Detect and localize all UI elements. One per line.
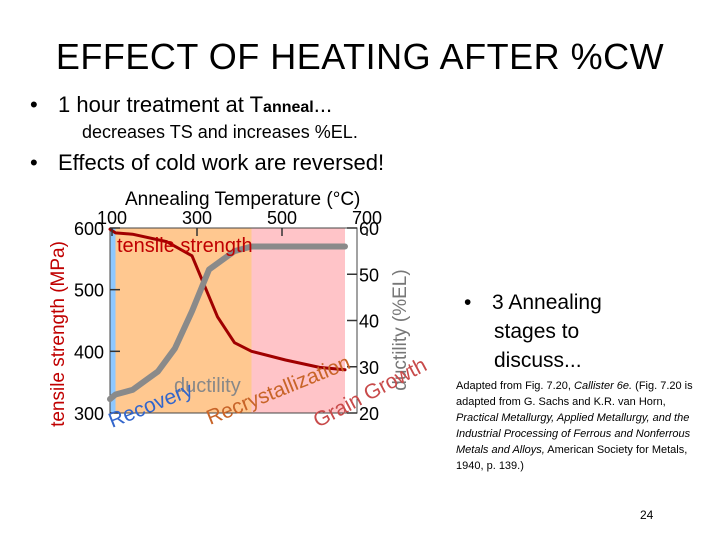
bullet-annealing-stages: • 3 Annealing stages to discuss... [464, 288, 602, 375]
bullet-dot: • [464, 291, 472, 314]
slide-title: EFFECT OF HEATING AFTER %CW [55, 36, 665, 77]
bullet3-line1: 3 Annealing [492, 291, 602, 314]
bullet1-continuation: decreases TS and increases %EL. [82, 122, 358, 142]
left-axis-label: tensile strength (MPa) [48, 241, 69, 427]
bullet2-text: Effects of cold work are reversed! [58, 150, 385, 175]
bullet-anneal-treatment: • 1 hour treatment at Tanneal... [30, 92, 332, 118]
right-tick-label: 50 [359, 265, 379, 285]
top-axis-title: Annealing Temperature (°C) [125, 189, 360, 210]
bullet3-line2: stages to [494, 320, 580, 343]
bullet-dot: • [30, 150, 38, 175]
series-label-tensile-strength: tensile strength [117, 235, 253, 257]
top-tick-label: 100 [97, 208, 127, 228]
caption-part-3: (Fig. 7.20 is adapted from G. Sachs and … [456, 380, 693, 408]
caption-part-1: Adapted from Fig. 7.20, [456, 380, 575, 392]
bullet-dot: • [30, 92, 38, 117]
page-number: 24 [640, 508, 654, 522]
caption-part-5: American Society for Metals, 1940, p. 13… [456, 444, 688, 472]
bullet1-ellipsis: ... [313, 92, 333, 117]
left-tick-label: 600 [74, 219, 104, 239]
right-tick-label: 20 [359, 404, 379, 424]
left-tick-label: 500 [74, 281, 104, 301]
bullet3-line3: discuss... [494, 349, 582, 372]
region-recovery [110, 228, 116, 413]
bullet1-text: 1 hour treatment at T [58, 92, 264, 117]
right-tick-label: 60 [359, 219, 379, 239]
top-tick-label: 300 [182, 208, 212, 228]
right-tick-label: 40 [359, 312, 379, 332]
series-ductility [107, 243, 348, 403]
figure-caption: Adapted from Fig. 7.20, Callister 6e. (F… [456, 378, 696, 474]
right-axis-label: ductility (%EL) [390, 269, 411, 390]
series-label-ductility: ductility [174, 375, 241, 397]
bullet1-subscript: anneal [263, 99, 314, 116]
top-tick-label: 700 [352, 208, 382, 228]
left-tick-label: 400 [74, 342, 104, 362]
right-tick-label: 30 [359, 358, 379, 378]
region-grain-growth [251, 228, 345, 413]
caption-part-4: Practical Metallurgy, Applied Metallurgy… [456, 412, 691, 456]
left-tick-label: 300 [74, 404, 104, 424]
top-tick-label: 500 [267, 208, 297, 228]
bullet-cold-work-reversed: • Effects of cold work are reversed! [30, 150, 384, 176]
caption-part-2: Callister 6e. [574, 380, 633, 392]
series-tensile-strength [108, 227, 347, 372]
